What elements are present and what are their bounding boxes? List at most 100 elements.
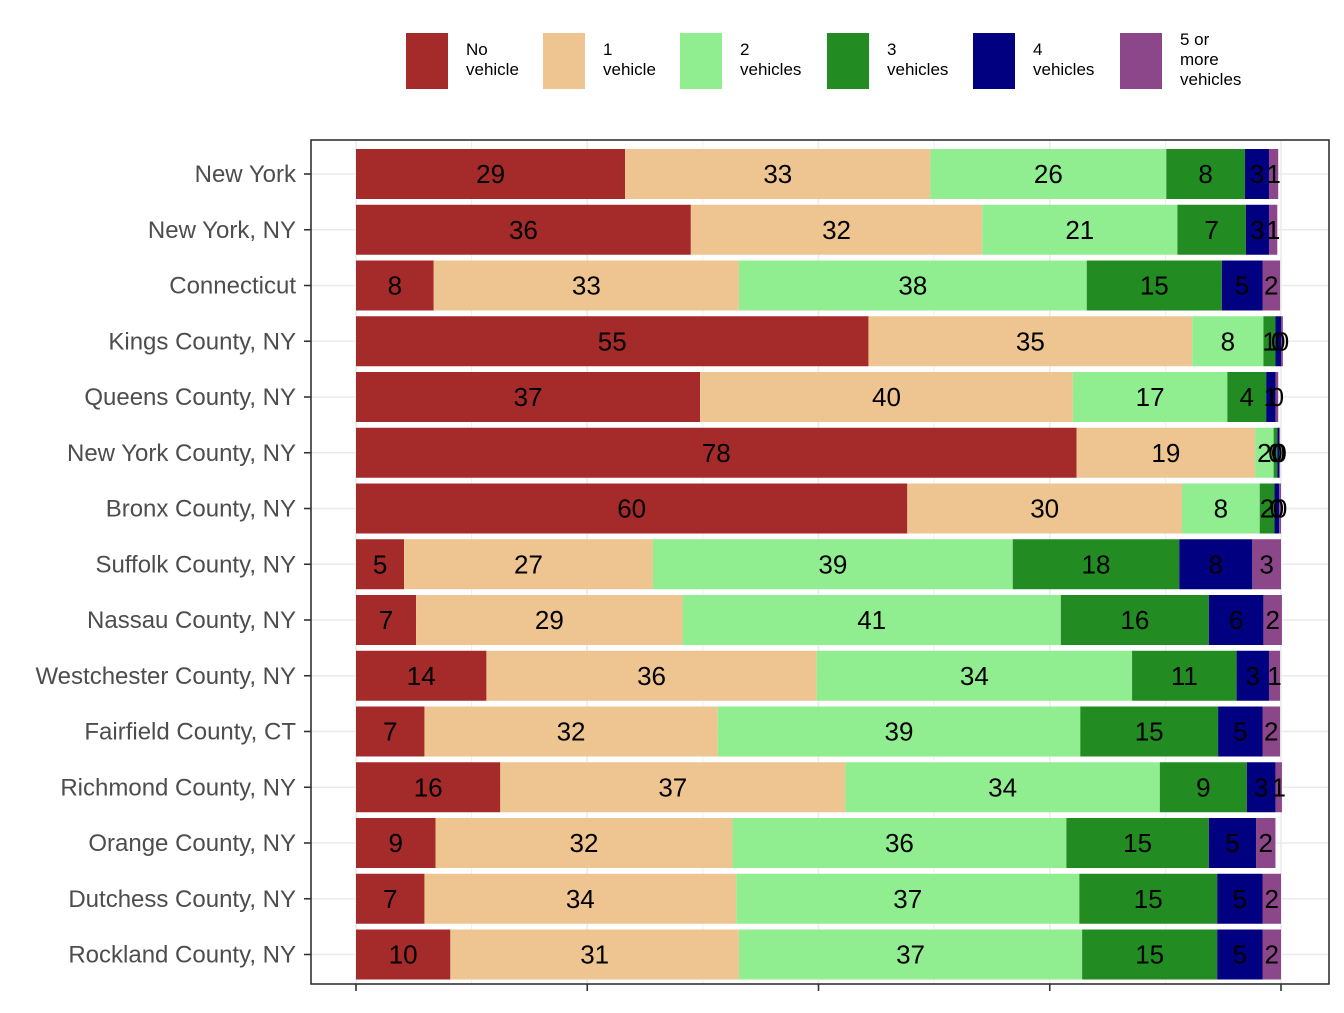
bar-segment <box>1268 650 1281 701</box>
bar-segment <box>356 650 487 701</box>
bar-segment <box>1132 650 1237 701</box>
bar-value-label: 0 <box>1271 438 1285 468</box>
bar-value-label: 7 <box>1204 215 1218 245</box>
y-tick-label: Queens County, NY <box>84 384 296 411</box>
y-tick-label: Orange County, NY <box>88 830 296 857</box>
bar-segment <box>404 539 653 590</box>
y-axis: New York New York, NY Connecticut Kings Cou… <box>35 161 1282 991</box>
bar-segment <box>356 427 1077 478</box>
bar-segment <box>356 539 405 590</box>
bar-value-label: 3 <box>1259 549 1273 579</box>
bar-value-label: 5 <box>1233 884 1247 914</box>
bar-segment <box>1086 260 1222 311</box>
bar-segment <box>435 818 733 868</box>
y-tick-label: Nassau County, NY <box>87 607 296 634</box>
bar-value-label: 32 <box>822 215 851 245</box>
bar-value-label: 2 <box>1257 438 1271 468</box>
bar-segment <box>1227 372 1267 422</box>
bar-segment <box>1244 149 1269 199</box>
bar-segment <box>907 483 1183 534</box>
bar-value-label: 4 <box>1240 382 1254 412</box>
bar-value-label: 3 <box>1250 215 1264 245</box>
bar-segment <box>356 873 425 924</box>
y-tick-label: Westchester County, NY <box>35 663 296 690</box>
bar-segment <box>1082 929 1218 980</box>
bar-segment <box>356 595 417 645</box>
bar-segment <box>1262 706 1281 757</box>
bar-value-label: 2 <box>1259 828 1273 858</box>
bar-value-label: 37 <box>514 382 543 412</box>
y-tick-label: Suffolk County, NY <box>95 551 296 578</box>
bar-value-label: 35 <box>1016 326 1045 356</box>
bar-segment <box>1255 427 1274 478</box>
bar-value-label: 18 <box>1082 549 1111 579</box>
bar-value-label: 1 <box>1266 159 1280 189</box>
bar-value-label: 2 <box>1265 940 1279 970</box>
bar-value-label: 1 <box>1262 326 1276 356</box>
bar-segment <box>930 149 1167 199</box>
legend-label: 3 vehicles <box>887 40 949 79</box>
bar-value-label: 32 <box>570 828 599 858</box>
bar-segment <box>356 929 451 980</box>
y-tick-label: New York, NY <box>148 217 296 244</box>
bar-segment <box>652 539 1013 590</box>
bar-value-label: 5 <box>1225 828 1239 858</box>
bar-segment <box>1208 595 1264 645</box>
bar-segment <box>1246 762 1276 813</box>
bar-segment <box>1275 316 1281 367</box>
bar-value-label: 7 <box>379 605 393 635</box>
bar-value-label: 30 <box>1030 494 1059 524</box>
bar-value-label: 0 <box>1273 494 1287 524</box>
bar-segment <box>1218 706 1263 757</box>
bar-segment <box>717 706 1081 757</box>
y-tick-label: Connecticut <box>169 273 296 300</box>
bar-segment <box>424 706 718 757</box>
bar-value-label: 15 <box>1134 884 1163 914</box>
bar-segment <box>1221 260 1263 311</box>
bar-segment <box>625 149 931 199</box>
bar-segment <box>1012 539 1180 590</box>
bar-value-label: 7 <box>383 884 397 914</box>
bar-value-label: 8 <box>1214 494 1228 524</box>
bar-segment <box>1256 818 1276 868</box>
bar-value-label: 21 <box>1065 215 1094 245</box>
bar-segment <box>356 372 701 422</box>
bar-value-label: 40 <box>872 382 901 412</box>
y-tick-label: Richmond County, NY <box>60 774 296 801</box>
bar-value-label: 2 <box>1265 884 1279 914</box>
bar-value-label: 60 <box>617 494 646 524</box>
bar-value-label: 0 <box>1275 326 1289 356</box>
y-tick-label: Bronx County, NY <box>106 496 296 523</box>
bar-segment <box>356 818 436 868</box>
y-tick-label: Rockland County, NY <box>68 942 296 969</box>
bar-value-label: 27 <box>514 549 543 579</box>
y-tick-label: Fairfield County, CT <box>84 719 296 746</box>
bar-value-label: 41 <box>857 605 886 635</box>
bar-segment <box>1076 427 1256 478</box>
bar-value-label: 38 <box>898 271 927 301</box>
bar-value-label: 15 <box>1135 717 1164 747</box>
y-tick-label: Dutchess County, NY <box>68 886 296 913</box>
bar-value-label: 36 <box>885 828 914 858</box>
bar-segment <box>1192 316 1264 367</box>
bar-value-label: 0 <box>1270 494 1284 524</box>
bar-segment <box>1179 539 1253 590</box>
bar-segment <box>1279 483 1281 534</box>
legend-label: 4 vehicles <box>1033 40 1095 79</box>
bar-value-label: 5 <box>373 549 387 579</box>
bar-value-label: 1 <box>1267 661 1281 691</box>
bar-value-label: 3 <box>1254 772 1268 802</box>
bar-value-label: 1 <box>1264 382 1278 412</box>
bar-segment <box>1274 483 1280 534</box>
bar-value-label: 5 <box>1233 717 1247 747</box>
bar-value-label: 2 <box>1265 605 1279 635</box>
bar-segment <box>356 762 501 813</box>
bar-value-label: 0 <box>1268 438 1282 468</box>
bar-segment <box>1268 149 1279 199</box>
bar-value-label: 1 <box>1271 772 1285 802</box>
bar-segment <box>982 204 1178 255</box>
bar-segment <box>1245 204 1269 255</box>
bar-segment <box>356 204 691 255</box>
bar-segment <box>424 873 737 924</box>
